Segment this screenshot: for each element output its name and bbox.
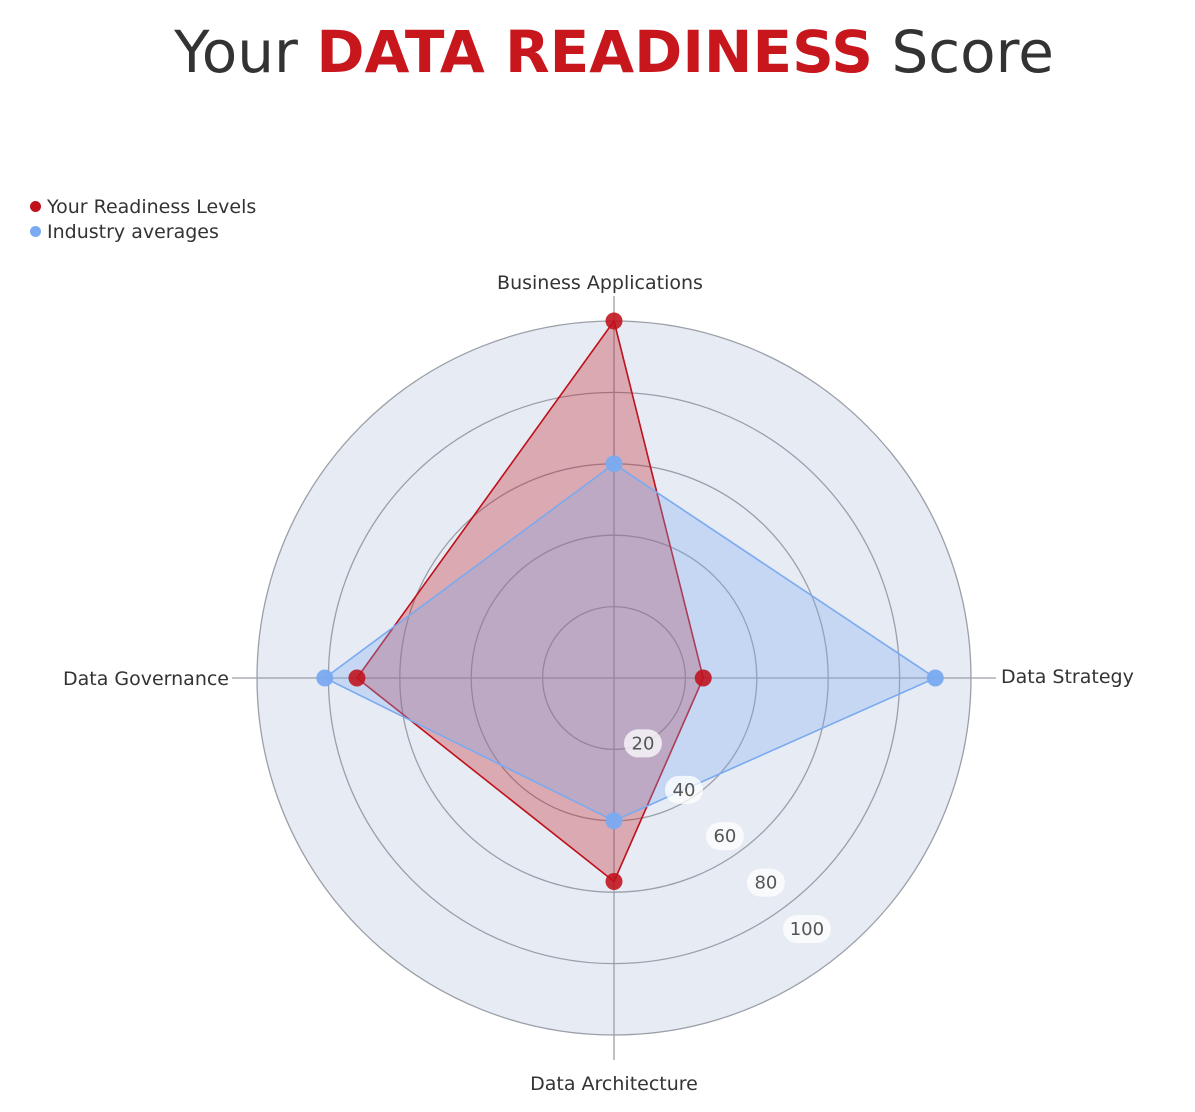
title-prefix: Your (174, 18, 298, 86)
tick-label: 60 (713, 826, 736, 847)
tick-label: 100 (790, 919, 824, 940)
series-point[interactable] (316, 669, 334, 687)
series-point[interactable] (348, 669, 366, 687)
tick-label-background (746, 868, 785, 897)
series-point[interactable] (605, 812, 623, 830)
radar-axis-labels: Business Applications Data Strategy Data… (63, 272, 1134, 1095)
radar-series (316, 312, 944, 890)
tick-label-background (782, 915, 831, 944)
chart-legend: Your Readiness Levels Industry averages (30, 194, 256, 244)
series-point[interactable] (605, 455, 623, 473)
series-point[interactable] (926, 669, 944, 687)
tick-label-background (664, 775, 703, 804)
radar-grid (232, 296, 996, 1060)
series-point[interactable] (605, 872, 623, 890)
legend-item-yours[interactable]: Your Readiness Levels (30, 194, 256, 219)
legend-label-yours: Your Readiness Levels (47, 195, 257, 218)
legend-marker-yours (30, 201, 41, 212)
legend-marker-industry (30, 226, 41, 237)
series-point[interactable] (605, 312, 623, 330)
tick-label: 40 (673, 780, 696, 801)
tick-label-background (623, 729, 662, 758)
axis-label-data-strategy: Data Strategy (1001, 666, 1134, 688)
legend-item-industry[interactable]: Industry averages (30, 219, 256, 244)
page-title: Your DATA READINESS Score (0, 14, 1195, 90)
axis-label-business-applications: Business Applications (497, 272, 703, 294)
radar-ticks: 20 40 60 80 100 (623, 729, 831, 944)
tick-label: 20 (632, 733, 655, 754)
tick-label-background (705, 822, 744, 851)
axis-label-data-architecture: Data Architecture (530, 1073, 698, 1095)
series-point[interactable] (694, 669, 712, 687)
tick-label: 80 (754, 873, 777, 894)
title-suffix: Score (891, 18, 1054, 86)
title-accent: DATA READINESS (316, 18, 874, 86)
axis-label-data-governance: Data Governance (63, 668, 229, 690)
legend-label-industry: Industry averages (47, 220, 219, 243)
